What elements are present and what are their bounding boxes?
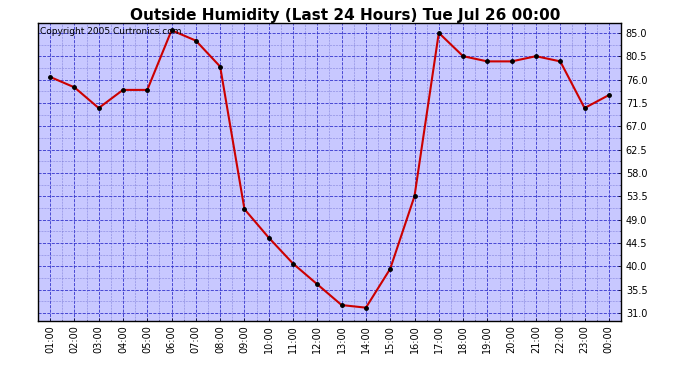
Text: Copyright 2005 Curtronics.com: Copyright 2005 Curtronics.com bbox=[40, 27, 181, 36]
Text: Outside Humidity (Last 24 Hours) Tue Jul 26 00:00: Outside Humidity (Last 24 Hours) Tue Jul… bbox=[130, 8, 560, 23]
